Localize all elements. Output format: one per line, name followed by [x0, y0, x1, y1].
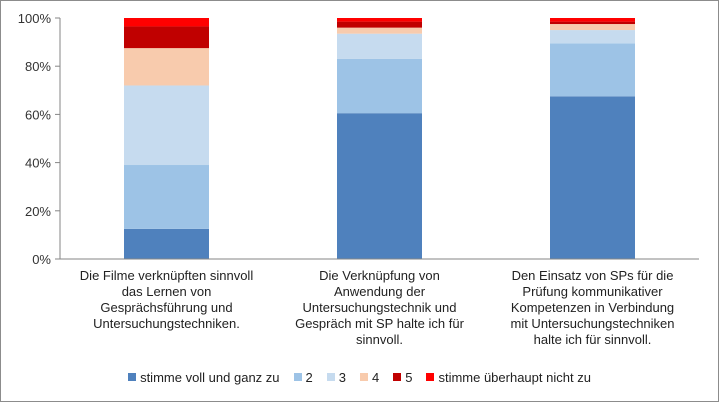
legend-item-5: 5: [393, 370, 412, 385]
legend-swatch: [293, 373, 302, 381]
legend-label: stimme voll und ganz zu: [140, 369, 280, 385]
bar-segment-3-series-2: [550, 43, 635, 97]
bar-segment-1-series-4: [124, 48, 209, 86]
bar-segment-2-series-1: [337, 113, 422, 259]
bar-segment-3-series-1: [550, 96, 635, 259]
legend-swatch: [128, 373, 137, 381]
category-label-line: Prüfung kommunikativer: [522, 284, 663, 299]
bar-segment-1-series-1: [124, 228, 209, 259]
bar-segment-3-series-4: [550, 24, 635, 31]
legend-label: 5: [405, 369, 413, 385]
bar-segment-3-series-5: [550, 21, 635, 25]
legend-item-4: 4: [359, 369, 380, 385]
y-tick-label: 0%: [32, 252, 51, 267]
bar-segment-1-series-6: [124, 18, 209, 27]
bar-segment-2-series-3: [337, 33, 422, 59]
category-label-line: Die Filme verknüpften sinnvoll: [79, 268, 254, 283]
category-label-line: sinnvoll.: [356, 332, 403, 347]
y-tick-label: 20%: [25, 204, 51, 219]
category-label-line: Untersuchungstechnik und: [302, 300, 457, 315]
bar-segment-3-series-6: [550, 18, 635, 22]
y-axis: 0% 20% 40% 60% 80% 100%: [18, 11, 60, 267]
bar-segment-1-series-3: [124, 85, 209, 166]
category-label-line: das Lernen von: [121, 284, 212, 299]
legend: stimme voll und ganz zu 2 3 4 5 stimme überha…: [0, 367, 719, 387]
legend-swatch: [426, 373, 435, 381]
legend-label: 2: [305, 369, 313, 385]
category-label-line: Gesprächsführung und: [100, 300, 233, 315]
category-label-1: Die Filme verknüpften sinnvoll das Lernen…: [67, 268, 267, 332]
bar-segment-2-series-2: [337, 58, 422, 114]
legend-label: stimme überhaupt nicht zu: [438, 369, 591, 385]
category-label-line: Gespräch mit SP halte ich für: [295, 316, 464, 331]
category-label-line: Kompetenzen in Verbindung: [510, 300, 675, 315]
legend-swatch: [326, 373, 335, 381]
y-tick-label: 60%: [25, 107, 51, 122]
y-tick-label: 100%: [18, 11, 52, 26]
category-label-line: halte ich für sinnvoll.: [533, 332, 652, 347]
legend-item-6: stimme überhaupt nicht zu: [426, 369, 591, 385]
bar-segment-1-series-2: [124, 165, 209, 229]
bar-segment-2-series-5: [337, 21, 422, 28]
y-tick-label: 40%: [25, 156, 51, 171]
y-tick-label: 80%: [25, 59, 51, 74]
bar-segment-3-series-3: [550, 30, 635, 44]
category-label-2: Die Verknüpfung von Anwendung der Untersuc…: [280, 268, 480, 348]
category-label-3: Den Einsatz von SPs für die Prüfung kommu…: [493, 268, 693, 348]
bars-group: [124, 18, 635, 259]
category-label-line: Anwendung der: [333, 284, 426, 299]
bar-segment-2-series-4: [337, 27, 422, 34]
legend-item-2: 2: [293, 369, 313, 385]
legend-swatch: [359, 373, 368, 381]
category-label-line: Untersuchungstechniken.: [93, 316, 240, 331]
legend-item-3: 3: [326, 369, 346, 385]
bar-segment-2-series-6: [337, 18, 422, 22]
legend-swatch: [393, 373, 402, 381]
category-label-line: Die Verknüpfung von: [319, 268, 440, 283]
category-label-line: Den Einsatz von SPs für die: [511, 268, 674, 283]
category-label-line: mit Untersuchungstechniken: [510, 316, 675, 331]
legend-label: 3: [338, 369, 346, 385]
bar-segment-1-series-5: [124, 26, 209, 49]
legend-label: 4: [371, 369, 380, 385]
legend-item-1: stimme voll und ganz zu: [128, 369, 280, 385]
